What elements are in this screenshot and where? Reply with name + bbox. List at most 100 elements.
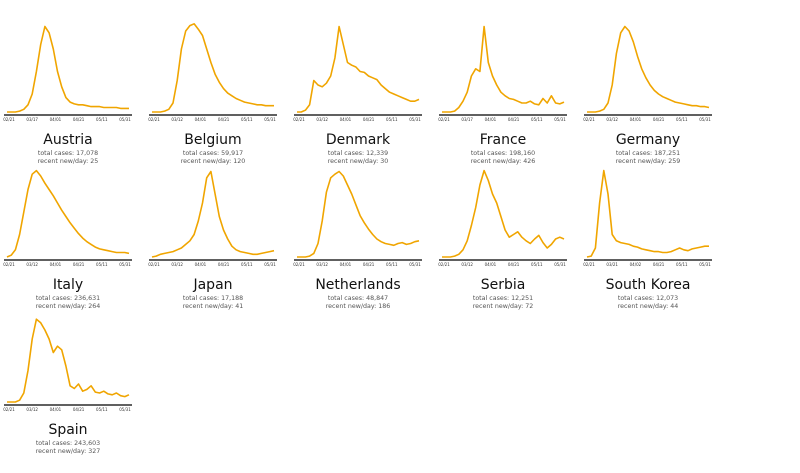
series-line xyxy=(586,169,709,258)
chart-panel-denmark: 02/21 03/12 04/01 04/21 05/11 05/31 Denmark tot… xyxy=(293,12,434,165)
x-tick-label: 05/11 xyxy=(241,117,253,122)
x-tick-label: 04/21 xyxy=(73,262,85,267)
x-tick-label: 02/21 xyxy=(3,262,15,267)
recent-new-per-day-label: recent new/day: 25 xyxy=(37,158,99,165)
country-title: South Korea xyxy=(605,277,691,293)
x-tick-label: 03/12 xyxy=(606,117,618,122)
x-tick-label: 04/21 xyxy=(363,117,375,122)
x-tick-label: 05/11 xyxy=(676,117,688,122)
chart-panel-belgium: 02/21 03/12 04/01 04/21 05/11 05/31 Belgium tot… xyxy=(148,12,289,165)
x-tick-label: 04/21 xyxy=(73,117,85,122)
recent-new-per-day-label: recent new/day: 186 xyxy=(325,303,391,310)
country-title: Belgium xyxy=(184,132,242,148)
x-tick-label: 05/11 xyxy=(531,117,543,122)
x-tick-label: 05/11 xyxy=(531,262,543,267)
x-tick-label: 04/01 xyxy=(50,407,62,412)
line-chart: 02/21 03/17 04/01 04/21 05/11 05/31 xyxy=(438,25,567,122)
chart-panel-netherlands: 02/21 03/12 04/01 04/21 05/11 05/31 Netherland… xyxy=(293,157,434,310)
x-tick-label: 05/31 xyxy=(264,262,276,267)
x-tick-label: 04/21 xyxy=(218,117,230,122)
x-tick-label: 05/11 xyxy=(96,262,108,267)
recent-new-per-day-label: recent new/day: 72 xyxy=(472,303,534,310)
recent-new-per-day-label: recent new/day: 44 xyxy=(617,303,679,310)
x-tick-label: 04/01 xyxy=(195,262,207,267)
x-tick-label: 04/01 xyxy=(195,117,207,122)
series-line xyxy=(442,25,565,113)
x-tick-label: 05/31 xyxy=(264,117,276,122)
x-tick-label: 02/21 xyxy=(438,117,450,122)
x-tick-label: 03/12 xyxy=(316,117,328,122)
total-cases-label: total cases: 198,160 xyxy=(470,150,536,157)
x-tick-label: 02/21 xyxy=(583,262,595,267)
recent-new-per-day-label: recent new/day: 120 xyxy=(180,158,246,165)
x-tick-label: 04/01 xyxy=(340,262,352,267)
total-cases-label: total cases: 236,631 xyxy=(35,295,101,302)
x-tick-label: 02/21 xyxy=(583,117,595,122)
country-title: Spain xyxy=(48,422,88,438)
chart-panel-south-korea: 02/21 03/21 04/02 04/21 05/11 05/31 South Kore… xyxy=(583,157,724,310)
recent-new-per-day-label: recent new/day: 327 xyxy=(35,448,101,455)
x-tick-label: 04/01 xyxy=(630,117,642,122)
x-tick-label: 04/21 xyxy=(218,262,230,267)
line-chart: 02/21 03/21 04/02 04/21 05/11 05/31 xyxy=(583,169,712,267)
x-tick-label: 03/12 xyxy=(171,262,183,267)
chart-panel-japan: 02/21 03/12 04/01 04/21 05/11 05/31 Japan total… xyxy=(148,157,289,310)
recent-new-per-day-label: recent new/day: 41 xyxy=(182,303,244,310)
chart-panel-austria: 02/21 03/17 04/01 04/21 05/11 05/31 Austria tot… xyxy=(3,12,144,165)
total-cases-label: total cases: 17,078 xyxy=(37,150,99,157)
x-tick-label: 05/11 xyxy=(96,407,108,412)
x-tick-label: 02/21 xyxy=(148,262,160,267)
series-line xyxy=(297,170,420,258)
x-tick-label: 04/01 xyxy=(485,117,497,122)
x-tick-label: 02/21 xyxy=(293,117,305,122)
x-tick-label: 04/21 xyxy=(508,117,520,122)
series-line xyxy=(587,25,710,113)
x-tick-label: 03/12 xyxy=(26,407,38,412)
x-tick-label: 02/21 xyxy=(3,117,15,122)
series-line xyxy=(7,318,130,403)
x-tick-label: 05/11 xyxy=(241,262,253,267)
recent-new-per-day-label: recent new/day: 426 xyxy=(470,158,536,165)
country-title: France xyxy=(479,132,527,148)
x-tick-label: 04/01 xyxy=(50,117,62,122)
x-tick-label: 05/31 xyxy=(119,117,131,122)
x-tick-label: 04/21 xyxy=(508,262,520,267)
x-tick-label: 05/31 xyxy=(699,262,711,267)
total-cases-label: total cases: 12,339 xyxy=(327,150,389,157)
x-tick-label: 03/12 xyxy=(461,262,473,267)
chart-panel-serbia: 02/21 03/12 04/01 04/21 05/11 05/31 Serbia tota… xyxy=(438,157,579,310)
line-chart: 02/21 03/12 04/01 04/21 05/11 05/31 xyxy=(293,25,422,122)
country-title: Denmark xyxy=(325,132,391,148)
x-tick-label: 04/02 xyxy=(630,262,642,267)
x-tick-label: 03/17 xyxy=(461,117,473,122)
line-chart: 02/21 03/12 04/01 04/21 05/11 05/31 xyxy=(3,169,132,267)
total-cases-label: total cases: 243,603 xyxy=(35,440,101,447)
x-tick-label: 04/21 xyxy=(73,407,85,412)
chart-panel-spain: 02/21 03/12 04/01 04/21 05/11 05/31 Spain total… xyxy=(3,302,144,455)
series-line xyxy=(6,169,130,258)
line-chart: 02/21 03/12 04/01 04/21 05/11 05/31 xyxy=(148,170,277,267)
x-tick-label: 03/17 xyxy=(26,117,38,122)
x-tick-label: 05/31 xyxy=(554,117,566,122)
x-tick-label: 04/21 xyxy=(363,262,375,267)
country-title: Italy xyxy=(52,277,84,293)
x-tick-label: 04/01 xyxy=(340,117,352,122)
total-cases-label: total cases: 12,073 xyxy=(617,295,679,302)
series-line xyxy=(152,23,274,113)
country-title: Netherlands xyxy=(315,277,401,293)
country-title: Japan xyxy=(193,277,233,293)
x-tick-label: 03/21 xyxy=(606,262,618,267)
x-tick-label: 05/31 xyxy=(554,262,566,267)
series-line xyxy=(297,25,420,113)
x-tick-label: 05/31 xyxy=(119,407,131,412)
total-cases-label: total cases: 12,251 xyxy=(472,295,534,302)
x-tick-label: 02/21 xyxy=(438,262,450,267)
x-tick-label: 05/11 xyxy=(96,117,108,122)
series-line xyxy=(442,169,565,258)
x-tick-label: 04/21 xyxy=(653,262,665,267)
x-tick-label: 05/31 xyxy=(409,117,421,122)
total-cases-label: total cases: 187,251 xyxy=(615,150,681,157)
x-tick-label: 05/31 xyxy=(409,262,421,267)
line-chart: 02/21 03/12 04/01 04/21 05/11 05/31 xyxy=(3,318,132,412)
